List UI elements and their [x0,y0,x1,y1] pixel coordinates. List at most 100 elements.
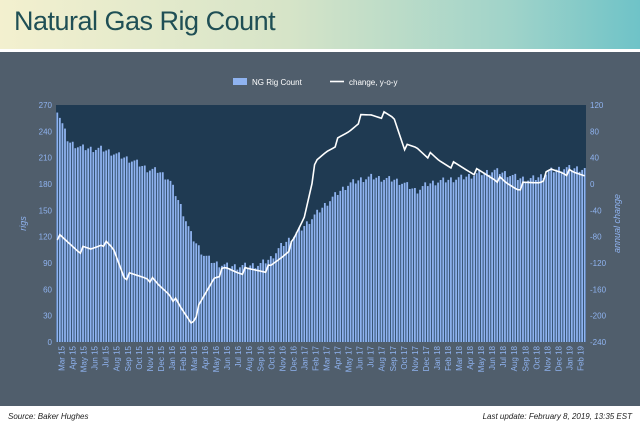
y2-tick-label: -120 [590,259,607,268]
rig-count-bar [156,172,159,342]
rig-count-bar [58,117,61,342]
rig-count-bar [94,149,97,342]
rig-count-bar [550,167,553,342]
rig-count-bar [419,189,421,342]
rig-count-bar [519,178,522,342]
y2-tick-label: 80 [590,127,599,136]
rig-count-bar [298,227,301,342]
rig-count-bar [367,176,370,342]
rig-count-bar [336,194,339,342]
rig-count-bar [282,246,285,342]
rig-count-bar [344,189,347,342]
rig-count-bar [563,169,566,342]
rig-count-bar [123,157,126,342]
rig-count-bar [112,154,115,342]
rig-count-bar [179,203,182,342]
rig-count-bar [159,172,162,342]
rig-count-bar [347,185,349,342]
x-tick-label: May 15 [80,345,89,372]
rig-count-bar [372,179,375,342]
x-tick-label: Dec 17 [422,345,431,371]
rig-count-bar [534,180,537,342]
y-tick-label: 60 [43,285,52,294]
rig-count-bar [226,262,228,342]
rig-count-bar [177,200,180,342]
rig-count-bar [105,150,108,342]
rig-count-bar [406,182,409,342]
rig-count-bar [555,169,558,342]
rig-count-bar [542,178,545,342]
rig-count-bar [120,158,123,342]
rig-count-bar [583,168,586,342]
chart-panel: 0 30 60 90 120 150 180 210 240 270 -240 -200 -160 -12… [0,52,640,406]
rig-count-bar [488,174,491,342]
rig-count-bar [89,146,92,342]
rig-count-bar [107,149,110,342]
x-tick-label: Dec 16 [289,345,298,371]
rig-count-bar [362,182,365,342]
rig-count-bar [377,176,380,342]
rig-count-bar [429,183,432,342]
rig-count-bar [151,168,154,342]
rig-count-bar [532,175,535,342]
rig-count-bar [411,188,414,342]
rig-count-bar [434,185,437,342]
rig-count-bar [205,255,208,342]
rig-count-bar [516,180,519,342]
rig-count-bar [524,182,527,342]
y-tick-label: 210 [39,154,53,163]
x-tick-label: Oct 17 [400,345,409,369]
bar-series [56,112,586,342]
y2-tick-label: -160 [590,285,607,294]
rig-count-bar [295,232,298,342]
y2-tick-label: 120 [590,101,604,110]
rig-count-bar [380,181,383,342]
x-tick-label: Mar 15 [58,345,67,370]
rig-count-bar [280,242,283,342]
rig-count-bar [218,267,221,342]
rig-count-bar [313,214,316,342]
x-tick-label: Mar 18 [455,345,464,370]
rig-count-bar [439,180,442,342]
rig-count-bar [290,241,293,342]
rig-count-bar [452,182,455,342]
rig-count-bar [522,176,524,342]
rig-count-bar [349,182,352,342]
rig-count-bar [341,186,344,342]
rig-count-bar [506,177,509,342]
y-tick-label: 90 [43,259,52,268]
rig-count-bar [573,168,576,342]
rig-count-bar [200,254,203,342]
rig-count-bar [257,265,259,342]
rig-count-bar [468,173,470,342]
rig-count-bar [192,241,195,342]
rig-count-bar [444,182,447,342]
rig-count-bar [426,186,429,342]
rig-count-bar [56,112,59,342]
rig-count-bar [473,175,475,342]
x-tick-label: Apr 17 [334,345,343,369]
x-tick-label: Jun 17 [356,345,365,370]
rig-count-bar [164,179,167,342]
rig-count-bar [321,207,324,342]
rig-count-bar [293,236,295,342]
rig-count-bar [424,182,427,342]
rig-count-bar [457,177,460,342]
footer: Source: Baker Hughes Last update: Februa… [0,406,640,426]
x-tick-label: Apr 15 [69,345,78,369]
rig-count-bar [408,188,411,342]
rig-count-bar [125,156,128,342]
rig-count-bar [131,161,133,342]
rig-count-bar [576,166,578,342]
rig-count-bar [491,172,493,342]
rig-count-bar [208,255,210,342]
rig-count-bar [231,266,234,342]
rig-count-bar [326,205,329,342]
rig-count-bar [210,262,213,342]
rig-count-bar [359,177,362,342]
rig-count-bar [195,243,198,342]
rig-count-bar [251,263,254,342]
y-tick-label: 240 [39,127,53,136]
x-tick-label: Jul 18 [499,345,508,367]
rig-count-bar [401,183,403,342]
